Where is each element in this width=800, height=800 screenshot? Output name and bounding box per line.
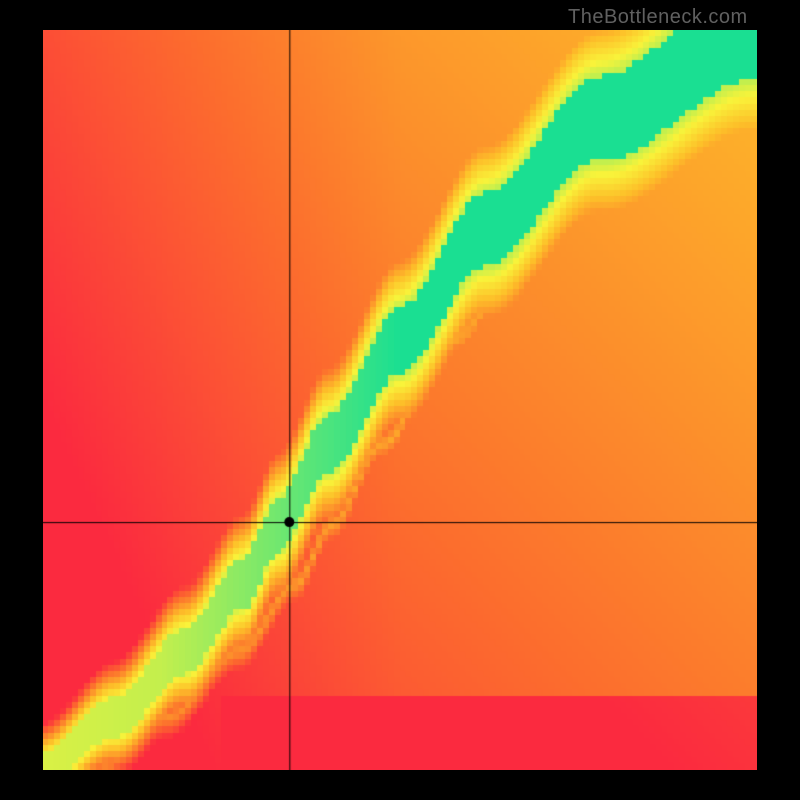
chart-frame: TheBottleneck.com xyxy=(0,0,800,800)
watermark-text: TheBottleneck.com xyxy=(568,6,748,29)
plot-area xyxy=(43,30,757,770)
heatmap-canvas xyxy=(43,30,757,770)
